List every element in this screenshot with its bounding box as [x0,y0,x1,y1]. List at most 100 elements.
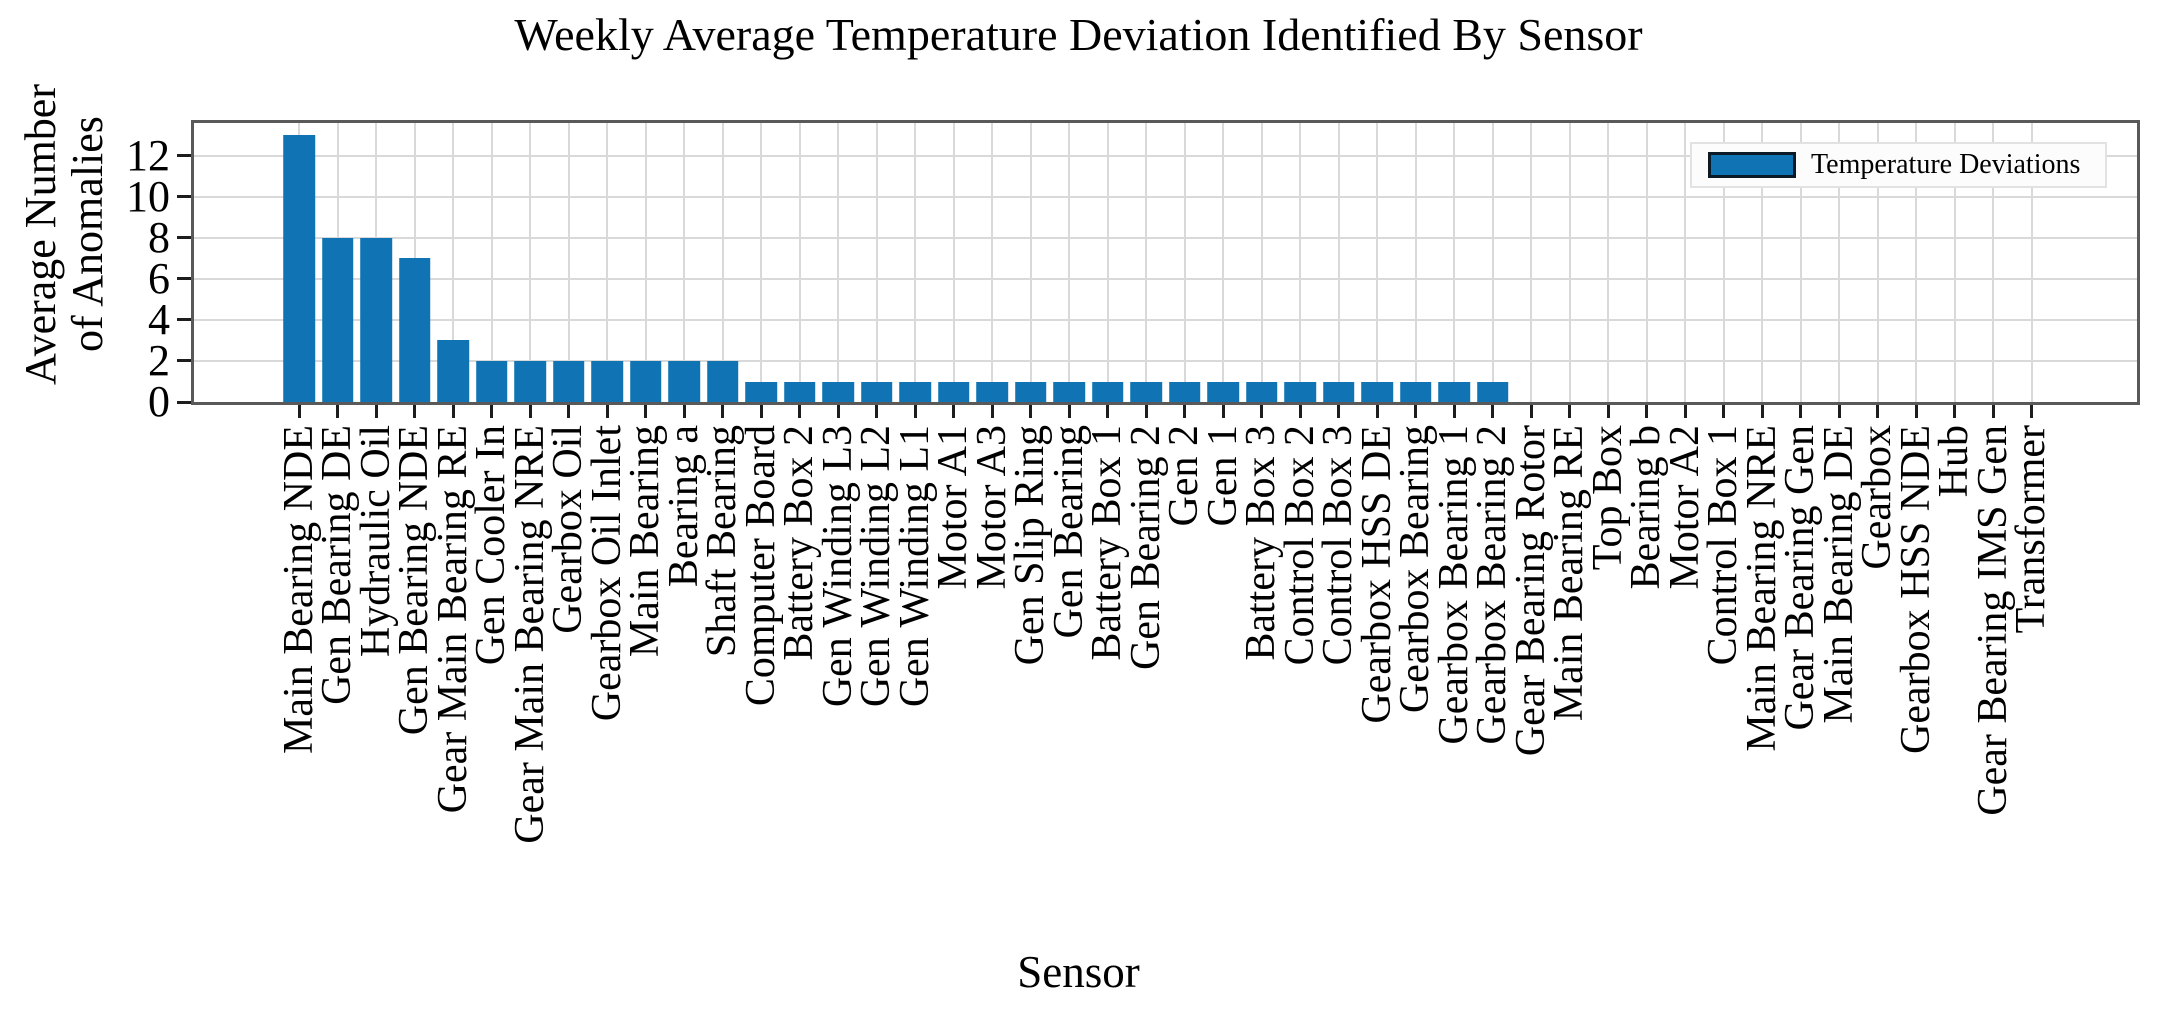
x-tick-slot: Gen Bearing DE [314,405,360,960]
x-gridline [760,123,763,402]
bar [899,381,932,402]
bar [1399,381,1432,402]
x-tick-mark [297,405,301,418]
bar-slot [858,123,897,402]
bar [283,135,316,402]
x-tick-mark [990,405,994,418]
x-tick-label: Gen Bearing 2 [1122,425,1169,670]
x-tick-slot: Main Bearing NDE [276,405,322,960]
bar-slot [588,123,627,402]
y-tick-mark [177,195,191,199]
x-tick-mark [336,405,340,418]
x-gridline [1029,123,1032,402]
bar [475,360,508,402]
bar [398,258,431,402]
x-gridline [1876,123,1879,402]
x-tick-mark [528,405,532,418]
x-gridline [529,123,532,402]
bar-slot [1320,123,1359,402]
x-tick-slot: Gen Cooler In [468,405,514,960]
x-tick-label: Motor A2 [1661,425,1708,590]
y-axis: 0 2 4 6 8 10 12 [0,123,191,424]
x-tick-slot: Gearbox HSS NDE [1892,405,1939,960]
x-tick-mark [1183,405,1187,418]
x-tick-slot: Shaft Bearing [699,405,746,960]
x-tick-mark [567,405,571,418]
bar-slot [781,123,820,402]
bar [437,340,470,402]
x-tick-slot: Gearbox Oil Inlet [584,405,630,960]
bars-row [280,123,2051,402]
x-tick-mark [644,405,648,418]
x-tick-label: Main Bearing [622,425,669,658]
x-gridline [721,123,724,402]
x-tick-slot: Gearbox HSS DE [1354,405,1400,960]
x-gridline [1453,123,1456,402]
x-tick-mark [759,405,763,418]
x-tick-slot: Gear Main Bearing NRE [507,405,553,960]
x-tick-slot: Gen 1 [1200,405,1246,960]
x-tick-mark [1221,405,1225,418]
x-tick-label: Gear Bearing IMS Gen [1969,425,2016,816]
x-tick-slot: Gen 2 [1161,405,1207,960]
bar-slot [627,123,666,402]
bar [514,360,547,402]
bar-slot [1936,123,1975,402]
bar-slot [1551,123,1590,402]
chart-title: Weekly Average Temperature Deviation Ide… [514,9,1643,60]
x-gridline [1414,123,1417,402]
legend: Temperature Deviations [1690,142,2107,188]
y-tick-label: 4 [148,294,170,344]
bar [1438,381,1471,402]
x-gridline [1838,123,1841,402]
bar-slot [434,123,473,402]
x-gridline [837,123,840,402]
x-tick-slot: Top Box [1585,405,1631,960]
y-tick: 8 [148,215,191,260]
x-gridline [683,123,686,402]
x-tick-mark [1067,405,1071,418]
x-gridline [1530,123,1533,402]
bar [591,360,624,402]
x-tick-mark [721,405,725,418]
x-tick-label: Gen Bearing NDE [391,425,438,736]
x-tick-slot: Main Bearing DE [1816,405,1862,960]
bar-slot [1281,123,1320,402]
x-gridline [2030,123,2033,402]
x-tick-label: Hydraulic Oil [352,425,399,658]
x-tick-label: Gearbox HSS NDE [1892,425,1939,754]
bar-slot [1127,123,1166,402]
bar-slot [665,123,704,402]
x-tick-slot: Control Box 3 [1315,405,1361,960]
x-tick-label: Main Bearing NRE [1738,425,1785,752]
bar [706,360,739,402]
bar-slot [319,123,358,402]
y-tick-mark [177,154,191,158]
bar-slot [1474,123,1513,402]
x-gridline [1684,123,1687,402]
x-tick-slot: Battery Box 2 [776,405,822,960]
x-tick-label: Gen Winding L1 [891,425,938,708]
x-gridline [1645,123,1648,402]
bar-slot [1974,123,2013,402]
y-gridline [194,277,2137,280]
x-tick-mark [836,405,840,418]
x-tick-label: Shaft Bearing [699,425,746,658]
y-tick: 6 [148,256,191,301]
x-tick-mark [1914,405,1918,418]
bar [629,360,662,402]
x-tick-slot: Gen Bearing [1046,405,1092,960]
bar [937,381,970,402]
x-tick-slot: Gearbox Bearing 1 [1431,405,1477,960]
legend-label: Temperature Deviations [1811,149,2081,180]
y-tick: 4 [148,294,191,344]
x-tick-slot: Gen Bearing 2 [1122,405,1169,960]
x-gridline [490,123,493,402]
bar [1130,381,1163,402]
x-tick-label: Gearbox [1854,425,1901,570]
x-gridline [1953,123,1956,402]
bar-slot [704,123,743,402]
x-tick-mark [1568,405,1572,418]
x-tick-slot: Transformer [2008,405,2054,960]
